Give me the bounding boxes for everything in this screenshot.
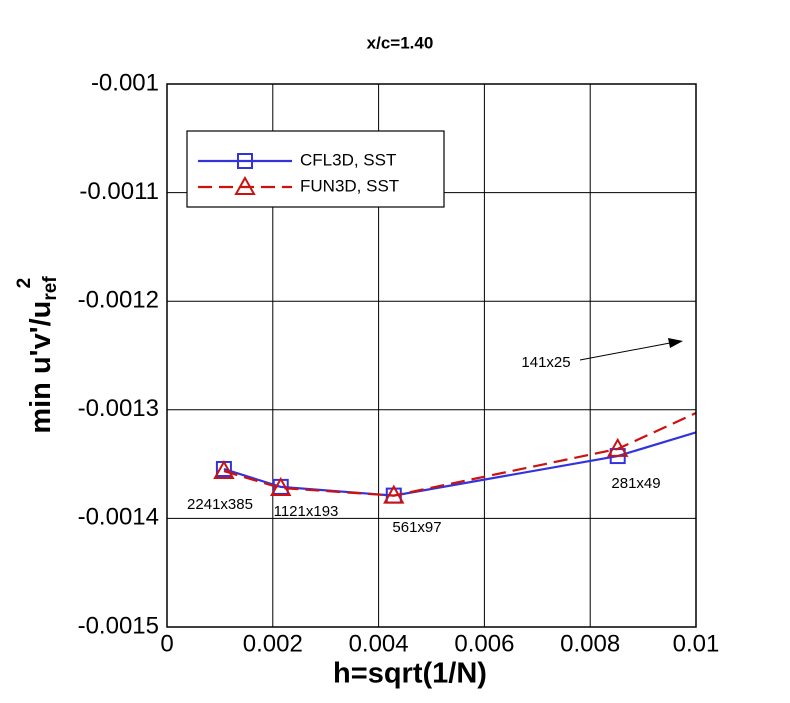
- y-tick-label: -0.0011: [79, 178, 159, 205]
- marker: [234, 175, 256, 195]
- series-line: [223, 411, 696, 497]
- y-tick-label: -0.0012: [78, 287, 159, 314]
- point-annotation: 2241x385: [187, 496, 253, 513]
- x-tick-label: 0.008: [560, 630, 620, 657]
- x-axis-label: h=sqrt(1/N): [333, 658, 487, 690]
- arrow-head: [668, 338, 683, 348]
- y-tick-label: -0.001: [91, 69, 159, 96]
- y-label-sup: 2: [14, 278, 35, 289]
- x-tick-label: 0.002: [243, 630, 303, 657]
- point-annotation: 141x25: [521, 354, 570, 371]
- legend: CFL3D, SST FUN3D, SST: [186, 130, 445, 208]
- y-tick-label: -0.0015: [78, 612, 159, 639]
- plot-frame: [166, 83, 697, 628]
- grid: -0.0015 -0.0014 -0.0013 -0.0012 -0.0011 -0.00…: [78, 69, 720, 657]
- point-annotation: 1121x193: [274, 503, 339, 520]
- x-tick-label: 0.006: [454, 630, 514, 657]
- marker: [213, 460, 235, 480]
- series-line: [223, 431, 696, 497]
- legend-label: FUN3D, SST: [300, 176, 399, 195]
- x-tick-label: 0: [160, 630, 173, 657]
- annotations: 2241x385 1121x193 561x97 281x49 141x25: [187, 354, 661, 536]
- chart-title: x/c=1.40: [367, 33, 434, 52]
- y-tick-label: -0.0013: [78, 395, 159, 422]
- x-tick-label: 0.01: [673, 630, 720, 657]
- marker: [270, 476, 292, 496]
- annotation-arrow: [579, 342, 671, 361]
- plot-area: [213, 411, 696, 504]
- point-annotation: 561x97: [392, 519, 441, 536]
- y-label-sub: ref: [40, 276, 61, 301]
- legend-box: [186, 130, 445, 208]
- legend-label: CFL3D, SST: [300, 150, 396, 169]
- marker: [606, 437, 629, 457]
- x-tick-label: 0.004: [349, 630, 409, 657]
- y-axis-label: min u'v'/uref 2: [14, 276, 61, 434]
- y-tick-label: -0.0014: [78, 504, 159, 531]
- y-label-main: min u'v'/u: [25, 301, 57, 434]
- point-annotation: 281x49: [611, 475, 660, 492]
- marker: [383, 484, 405, 504]
- marker: [237, 153, 253, 169]
